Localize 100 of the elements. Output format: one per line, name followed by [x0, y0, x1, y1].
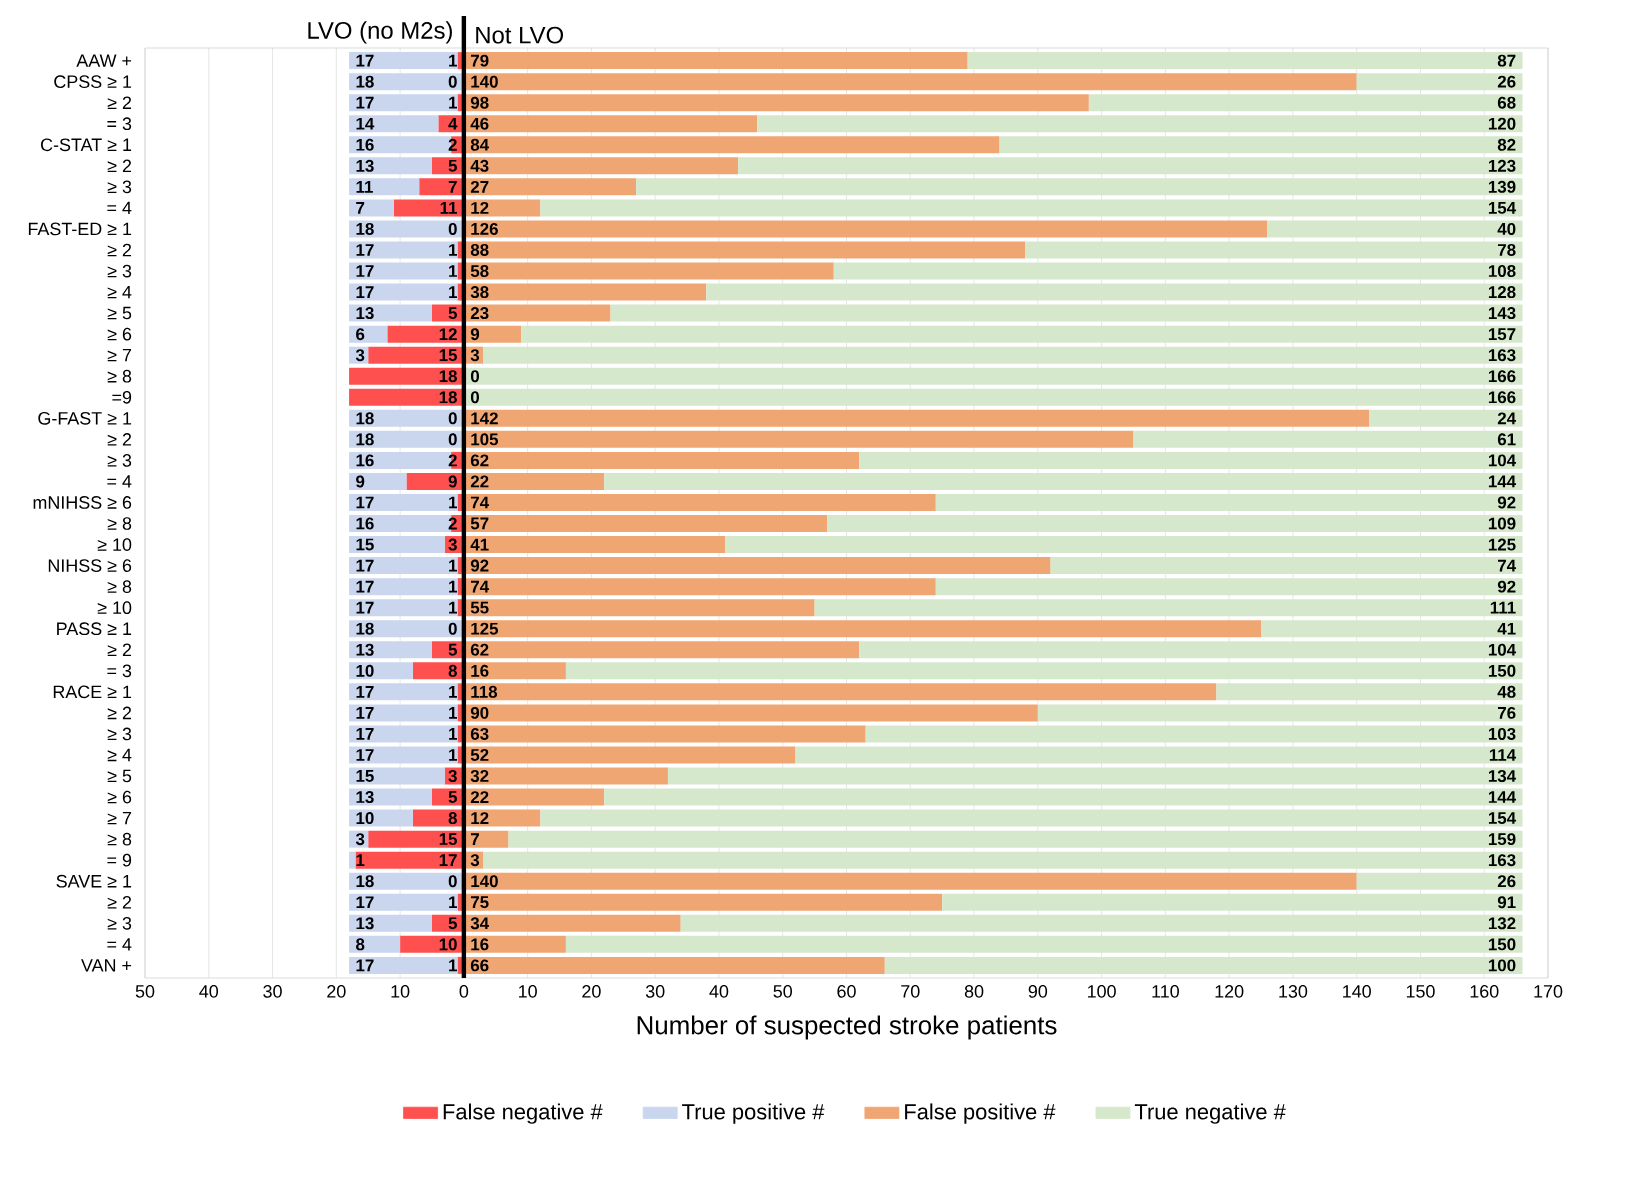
data-label: 5 — [448, 791, 457, 803]
y-tick-label: SAVE ≥ 1 — [56, 874, 132, 888]
y-tick-label: ≥ 8 — [107, 517, 132, 530]
bar — [349, 956, 458, 974]
y-tick-label: ≥ 4 — [107, 285, 132, 299]
x-tick-label: 30 — [263, 985, 282, 998]
bar — [999, 136, 1523, 154]
bar — [349, 262, 458, 280]
data-label: 144 — [1488, 475, 1517, 488]
x-tick-label: 110 — [1152, 985, 1179, 998]
y-tick-label: ≥ 2 — [107, 433, 132, 446]
data-label: 3 — [355, 349, 365, 362]
x-axis-title: Number of suspected stroke patients — [637, 1015, 1057, 1040]
data-label: 166 — [1488, 391, 1516, 404]
y-tick-label: VAN + — [81, 959, 132, 972]
data-label: 79 — [470, 54, 489, 67]
bar — [349, 767, 445, 785]
bar — [1037, 704, 1523, 722]
data-label: 8 — [356, 938, 365, 951]
data-label: 17 — [356, 96, 374, 109]
data-label: 16 — [356, 138, 374, 151]
bar — [1267, 220, 1523, 238]
y-tick-label: ≥ 7 — [107, 349, 132, 362]
data-label: 17 — [356, 601, 374, 614]
bar — [463, 662, 566, 680]
bar — [349, 746, 458, 764]
data-label: 46 — [470, 117, 489, 130]
bar — [349, 283, 458, 301]
data-label: 15 — [439, 349, 457, 362]
data-label: 17 — [356, 749, 374, 761]
data-label: 1 — [449, 728, 457, 740]
bar — [463, 830, 509, 848]
legend-label: True negative # — [1134, 1103, 1286, 1124]
data-label: 1 — [449, 286, 457, 298]
y-tick-label: ≥ 8 — [107, 369, 132, 383]
data-label: 17 — [356, 580, 374, 593]
bar — [463, 914, 681, 932]
bar — [1025, 241, 1523, 259]
bar — [393, 199, 464, 217]
bar — [349, 94, 458, 112]
bar — [463, 767, 668, 785]
data-label: 123 — [1488, 159, 1516, 172]
bar — [349, 872, 464, 890]
bar — [463, 115, 758, 133]
y-tick-label: ≥ 2 — [107, 96, 132, 109]
data-label: 15 — [439, 833, 457, 846]
data-label: 16 — [471, 938, 489, 951]
data-label: 1 — [449, 707, 457, 719]
bar — [814, 599, 1523, 617]
y-tick-label: ≥ 3 — [107, 264, 132, 278]
bar — [565, 662, 1523, 680]
y-tick-label: ≥ 2 — [107, 243, 132, 257]
data-label: 1 — [449, 265, 457, 277]
bar — [757, 115, 1523, 133]
data-label: 154 — [1488, 201, 1517, 214]
bar — [636, 178, 1523, 196]
y-tick-label: FAST-ED ≥ 1 — [28, 222, 132, 236]
data-label: 108 — [1488, 265, 1516, 277]
legend-label: True positive # — [682, 1103, 825, 1124]
bar — [463, 283, 707, 301]
bar — [463, 788, 605, 806]
bar — [349, 73, 464, 91]
bar — [406, 472, 464, 490]
data-label: 62 — [470, 643, 489, 656]
x-tick-label: 100 — [1088, 985, 1116, 998]
data-label: 13 — [356, 917, 374, 930]
data-label: 66 — [470, 959, 489, 972]
data-label: 105 — [471, 433, 499, 446]
data-label: 0 — [448, 222, 457, 235]
data-label: 3 — [355, 833, 365, 846]
bar — [349, 472, 407, 490]
data-label: 13 — [356, 643, 374, 656]
y-tick-label: ≥ 2 — [107, 159, 132, 173]
data-label: 118 — [471, 685, 498, 698]
y-tick-label: ≥ 5 — [107, 769, 132, 783]
data-label: 82 — [1497, 138, 1516, 151]
data-label: 0 — [470, 391, 479, 404]
data-label: 16 — [471, 664, 489, 677]
y-tick-label: =9 — [112, 390, 132, 404]
data-label: 1 — [449, 686, 457, 698]
bar — [463, 725, 866, 743]
bar — [463, 872, 1357, 890]
x-tick-label: 40 — [709, 985, 729, 998]
bar — [859, 641, 1523, 659]
data-label: 1 — [449, 959, 457, 972]
data-label: 48 — [1497, 685, 1516, 698]
y-tick-label: = 3 — [107, 664, 132, 678]
bar — [967, 52, 1523, 70]
data-label: 18 — [439, 370, 457, 383]
bar — [521, 325, 1523, 343]
bar — [1261, 620, 1523, 638]
y-tick-label: ≥ 8 — [107, 832, 132, 846]
bar — [1133, 430, 1523, 448]
bar — [463, 325, 522, 343]
y-tick-label: ≥ 2 — [107, 706, 132, 720]
data-label: 3 — [470, 349, 480, 362]
y-tick-label: ≥ 2 — [107, 895, 132, 909]
data-label: 62 — [470, 454, 489, 467]
x-tick-label: 150 — [1406, 985, 1435, 998]
data-label: 23 — [470, 307, 489, 320]
